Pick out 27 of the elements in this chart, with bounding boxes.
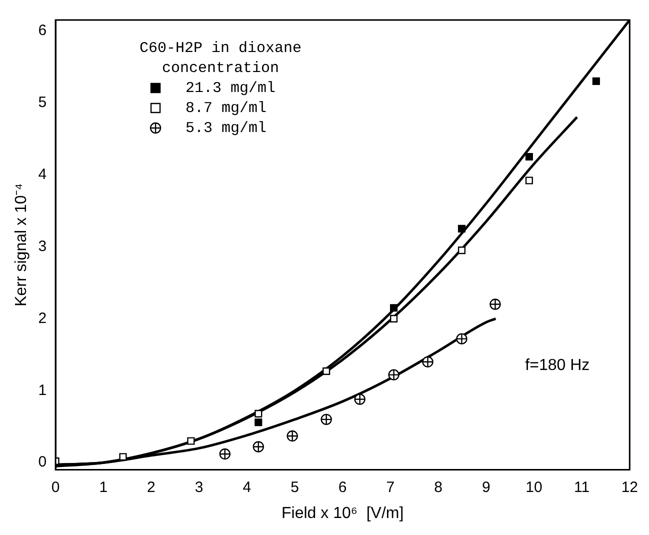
legend-label: 21.3 mg/ml	[186, 80, 276, 97]
y-axis-title: Kerr signal x 10⁻⁴	[13, 183, 30, 306]
x-tick-label: 12	[621, 478, 638, 496]
x-tick-label: 0	[51, 478, 60, 496]
y-tick-label: 6	[38, 22, 47, 39]
x-tick-label: 5	[290, 478, 299, 496]
x-tick-label: 11	[574, 478, 590, 496]
legend-label: 8.7 mg/ml	[186, 100, 267, 117]
x-tick-label: 6	[338, 478, 347, 496]
x-tick-label: 9	[482, 478, 490, 496]
x-tick-label: 7	[386, 478, 395, 496]
y-tick-label: 5	[38, 94, 47, 111]
legend-title: C60-H2P in dioxane concentration	[140, 40, 302, 77]
x-tick-label: 2	[147, 478, 156, 496]
annotation: f=180 Hz	[525, 356, 590, 374]
legend-label: 5.3 mg/ml	[186, 120, 267, 137]
x-axis-title: Field x 10⁶ [V/m]	[282, 504, 404, 522]
x-tick-label: 8	[434, 478, 442, 496]
y-tick-label: 3	[38, 238, 47, 255]
x-tick-label: 10	[526, 478, 542, 496]
y-tick-label: 4	[38, 166, 47, 183]
x-tick-label: 4	[242, 478, 252, 496]
y-tick-label: 1	[38, 382, 47, 399]
x-tick-label: 1	[99, 478, 108, 496]
x-tick-label: 3	[194, 478, 204, 496]
y-tick-label: 0	[38, 454, 47, 471]
y-tick-label: 2	[38, 310, 47, 327]
